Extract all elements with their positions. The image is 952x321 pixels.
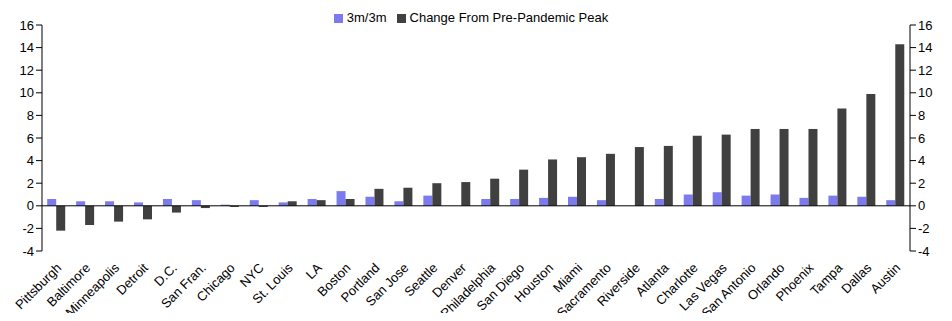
- svg-text:14: 14: [918, 40, 932, 55]
- svg-text:6: 6: [27, 131, 34, 146]
- svg-text:10: 10: [918, 85, 932, 100]
- svg-text:12: 12: [20, 63, 34, 78]
- svg-text:Dallas: Dallas: [838, 260, 875, 297]
- svg-text:Phoenix: Phoenix: [773, 260, 817, 304]
- svg-text:8: 8: [27, 108, 34, 123]
- svg-text:LA: LA: [303, 260, 325, 282]
- svg-text:Portland: Portland: [337, 260, 383, 305]
- svg-text:Riverside: Riverside: [594, 260, 643, 310]
- svg-text:D.C.: D.C.: [151, 260, 180, 290]
- svg-text:16: 16: [918, 18, 932, 33]
- html-text:Change From Pre-Pandemic Peak: Change From Pre-Pandemic Peak: [409, 10, 609, 25]
- svg-text:Detroit: Detroit: [113, 260, 151, 298]
- svg-text:16: 16: [20, 18, 34, 33]
- svg-text:Baltimore: Baltimore: [43, 260, 94, 310]
- svg-text:Denver: Denver: [429, 260, 470, 301]
- svg-text:14: 14: [20, 40, 34, 55]
- svg-text:2: 2: [918, 176, 925, 191]
- svg-text:San Jose: San Jose: [362, 260, 412, 310]
- svg-text:Charlotte: Charlotte: [652, 260, 701, 309]
- svg-text:Atlanta: Atlanta: [632, 260, 672, 300]
- svg-text:St. Louis: St. Louis: [249, 260, 296, 307]
- svg-text:Miami: Miami: [549, 260, 585, 296]
- svg-text:-4: -4: [22, 244, 34, 259]
- svg-text:-2: -2: [918, 221, 930, 236]
- svg-text:Seattle: Seattle: [401, 260, 441, 300]
- svg-text:Orlando: Orlando: [744, 260, 788, 304]
- svg-text:4: 4: [918, 153, 925, 168]
- svg-text:-4: -4: [918, 244, 930, 259]
- svg-text:0: 0: [918, 198, 925, 213]
- svg-text:6: 6: [918, 131, 925, 146]
- html-text:3m/3m: 3m/3m: [346, 10, 387, 25]
- svg-text:Chicago: Chicago: [194, 260, 238, 304]
- svg-text:San Fran.: San Fran.: [157, 260, 209, 312]
- svg-text:NYC: NYC: [236, 260, 267, 291]
- svg-text:0: 0: [27, 198, 34, 213]
- svg-text:Boston: Boston: [314, 260, 354, 300]
- svg-text:8: 8: [918, 108, 925, 123]
- svg-text:Pittsburgh: Pittsburgh: [12, 260, 65, 313]
- svg-text:Houston: Houston: [511, 260, 556, 305]
- svg-text:2: 2: [27, 176, 34, 191]
- svg-text:10: 10: [20, 85, 34, 100]
- svg-text:12: 12: [918, 63, 932, 78]
- svg-text:4: 4: [27, 153, 34, 168]
- svg-text:Tampa: Tampa: [807, 260, 846, 299]
- svg-text:Austin: Austin: [867, 260, 903, 296]
- svg-text:-2: -2: [22, 221, 34, 236]
